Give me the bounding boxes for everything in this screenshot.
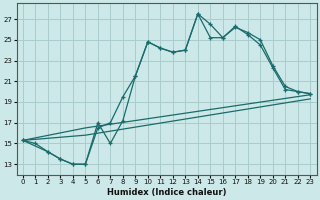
X-axis label: Humidex (Indice chaleur): Humidex (Indice chaleur) xyxy=(107,188,226,197)
